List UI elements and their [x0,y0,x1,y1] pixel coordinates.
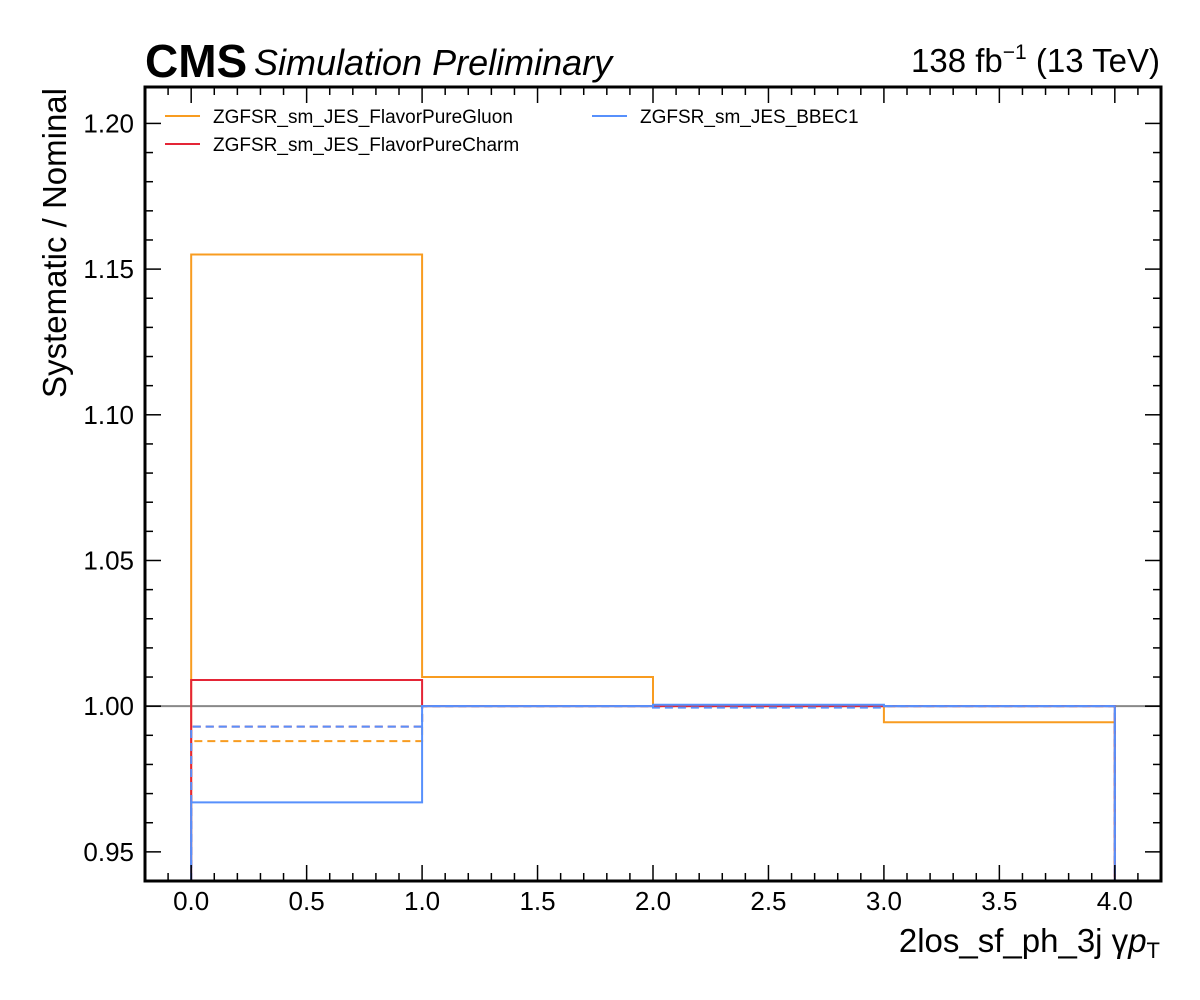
y-tick-label: 1.10 [83,400,134,430]
x-tick-label: 3.0 [866,886,902,916]
series-2-down-line [190,705,1116,881]
legend-label-1: ZGFSR_sm_JES_FlavorPureCharm [213,135,519,156]
x-axis-label-main: 2los_sf_ph_3j γ [899,922,1129,959]
x-tick-label: 1.0 [404,886,440,916]
x-tick-label: 2.5 [750,886,786,916]
y-tick-label: 1.00 [83,691,134,721]
x-tick-label: 4.0 [1097,886,1133,916]
legend: ZGFSR_sm_JES_FlavorPureGluon ZGFSR_sm_JES… [165,107,859,156]
series-2 [190,703,1116,881]
series-0-up-line [190,253,1116,881]
series-1-up-line [190,678,1116,881]
x-axis-label-var: p [1127,922,1146,959]
x-tick-label: 0.0 [173,886,209,916]
series-1-down-line [190,705,1116,881]
plot-frame [143,85,1163,883]
y-axis-label: Systematic / Nominal [36,88,73,398]
lumi-exponent: −1 [1003,41,1027,64]
series-2-up-line [190,703,1116,881]
cms-label: CMS [145,35,247,87]
lumi-value: 138 fb [911,42,1003,79]
y-tick-label: 1.20 [83,108,134,138]
x-tick-label: 0.5 [289,886,325,916]
x-tick-label: 1.5 [519,886,555,916]
x-tick-label: 2.0 [635,886,671,916]
series-0-down-line [190,705,1116,881]
legend-label-0: ZGFSR_sm_JES_FlavorPureGluon [213,107,513,128]
y-tick-label: 1.05 [83,545,134,575]
plot-area: 0.0 0.5 1.0 1.5 2.0 2.5 3.0 3.5 4.0 0.95 1.00 1.05 1… [83,87,1161,916]
series-0 [190,253,1116,881]
y-tick-label: 1.15 [83,254,134,284]
lumi-label: 138 fb−1 (13 TeV) [911,41,1160,79]
x-axis-label: 2los_sf_ph_3j γpT [899,922,1160,963]
y-tick-label: 0.95 [83,837,134,867]
series-1 [190,678,1116,881]
lumi-energy: (13 TeV) [1027,42,1160,79]
cms-subtitle: Simulation Preliminary [254,42,614,83]
x-axis-label-sub: T [1147,938,1160,963]
x-tick-label: 3.5 [981,886,1017,916]
legend-label-2: ZGFSR_sm_JES_BBEC1 [640,107,859,128]
